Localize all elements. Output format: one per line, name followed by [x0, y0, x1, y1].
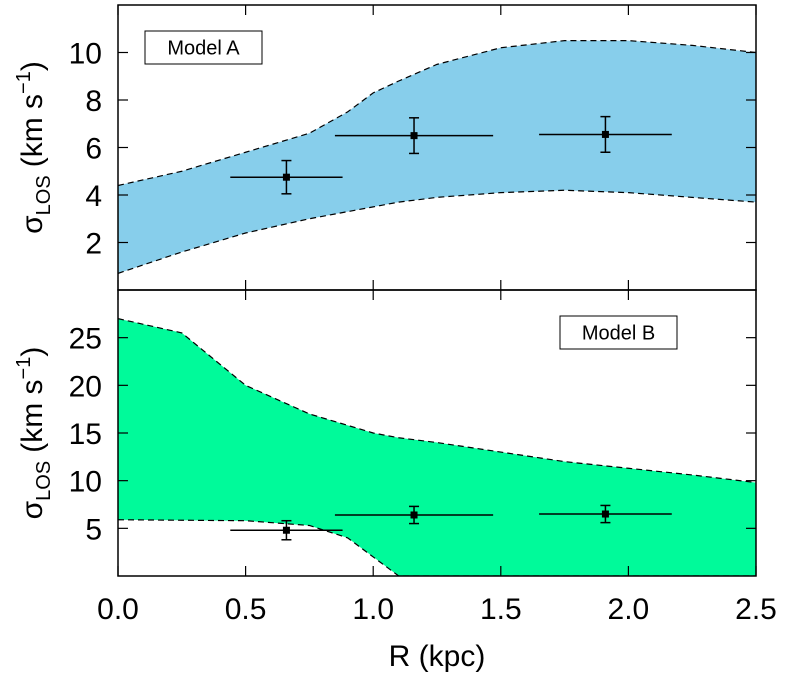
data-point — [410, 132, 418, 140]
y-label-part: ) — [16, 347, 49, 357]
y-tick-label: 8 — [85, 85, 102, 118]
y-label-part: (km s — [16, 94, 49, 167]
plot-area — [118, 318, 756, 576]
legend-box — [144, 30, 263, 65]
y-label-part: (km s — [16, 379, 49, 452]
band-edge — [118, 189, 756, 274]
data-point — [282, 173, 290, 181]
y-label-part: σ — [16, 500, 49, 519]
legend-label: Model A — [167, 38, 240, 60]
band-edge — [118, 318, 756, 484]
y-axis-label: σLOS (km s−1) — [13, 61, 55, 234]
y-tick-label: 4 — [85, 180, 102, 213]
x-tick-label: 1.0 — [352, 593, 394, 626]
y-label-part: LOS — [33, 175, 55, 215]
data-point — [282, 526, 290, 534]
y-tick-label: 10 — [69, 38, 102, 71]
y-tick-label: 20 — [69, 370, 102, 403]
y-label-part: σ — [16, 215, 49, 234]
x-tick-label: 0.5 — [225, 593, 267, 626]
x-tick-label: 1.5 — [480, 593, 522, 626]
band-fill — [118, 318, 756, 576]
y-tick-label: 25 — [69, 323, 102, 356]
y-tick-label: 10 — [69, 466, 102, 499]
data-point — [601, 130, 609, 138]
y-tick-label: 6 — [85, 133, 102, 166]
y-label-part: −1 — [13, 71, 35, 94]
y-tick-label: 2 — [85, 228, 102, 261]
x-axis-label: R (kpc) — [389, 640, 486, 673]
data-point — [601, 510, 609, 518]
x-tick-label: 2.0 — [608, 593, 650, 626]
y-tick-label: 15 — [69, 418, 102, 451]
legend-label: Model B — [582, 323, 655, 345]
x-tick-label: 2.5 — [735, 593, 777, 626]
y-label-part: −1 — [13, 357, 35, 380]
y-label-part: ) — [16, 61, 49, 71]
band-fill — [118, 40, 756, 274]
band-edge — [118, 40, 756, 187]
plot-area — [118, 40, 756, 274]
y-tick-label: 5 — [85, 513, 102, 546]
data-point — [410, 511, 418, 519]
y-label-part: LOS — [33, 461, 55, 501]
x-tick-label: 0.0 — [97, 593, 139, 626]
y-axis-label: σLOS (km s−1) — [13, 347, 55, 520]
legend-box — [559, 315, 678, 350]
